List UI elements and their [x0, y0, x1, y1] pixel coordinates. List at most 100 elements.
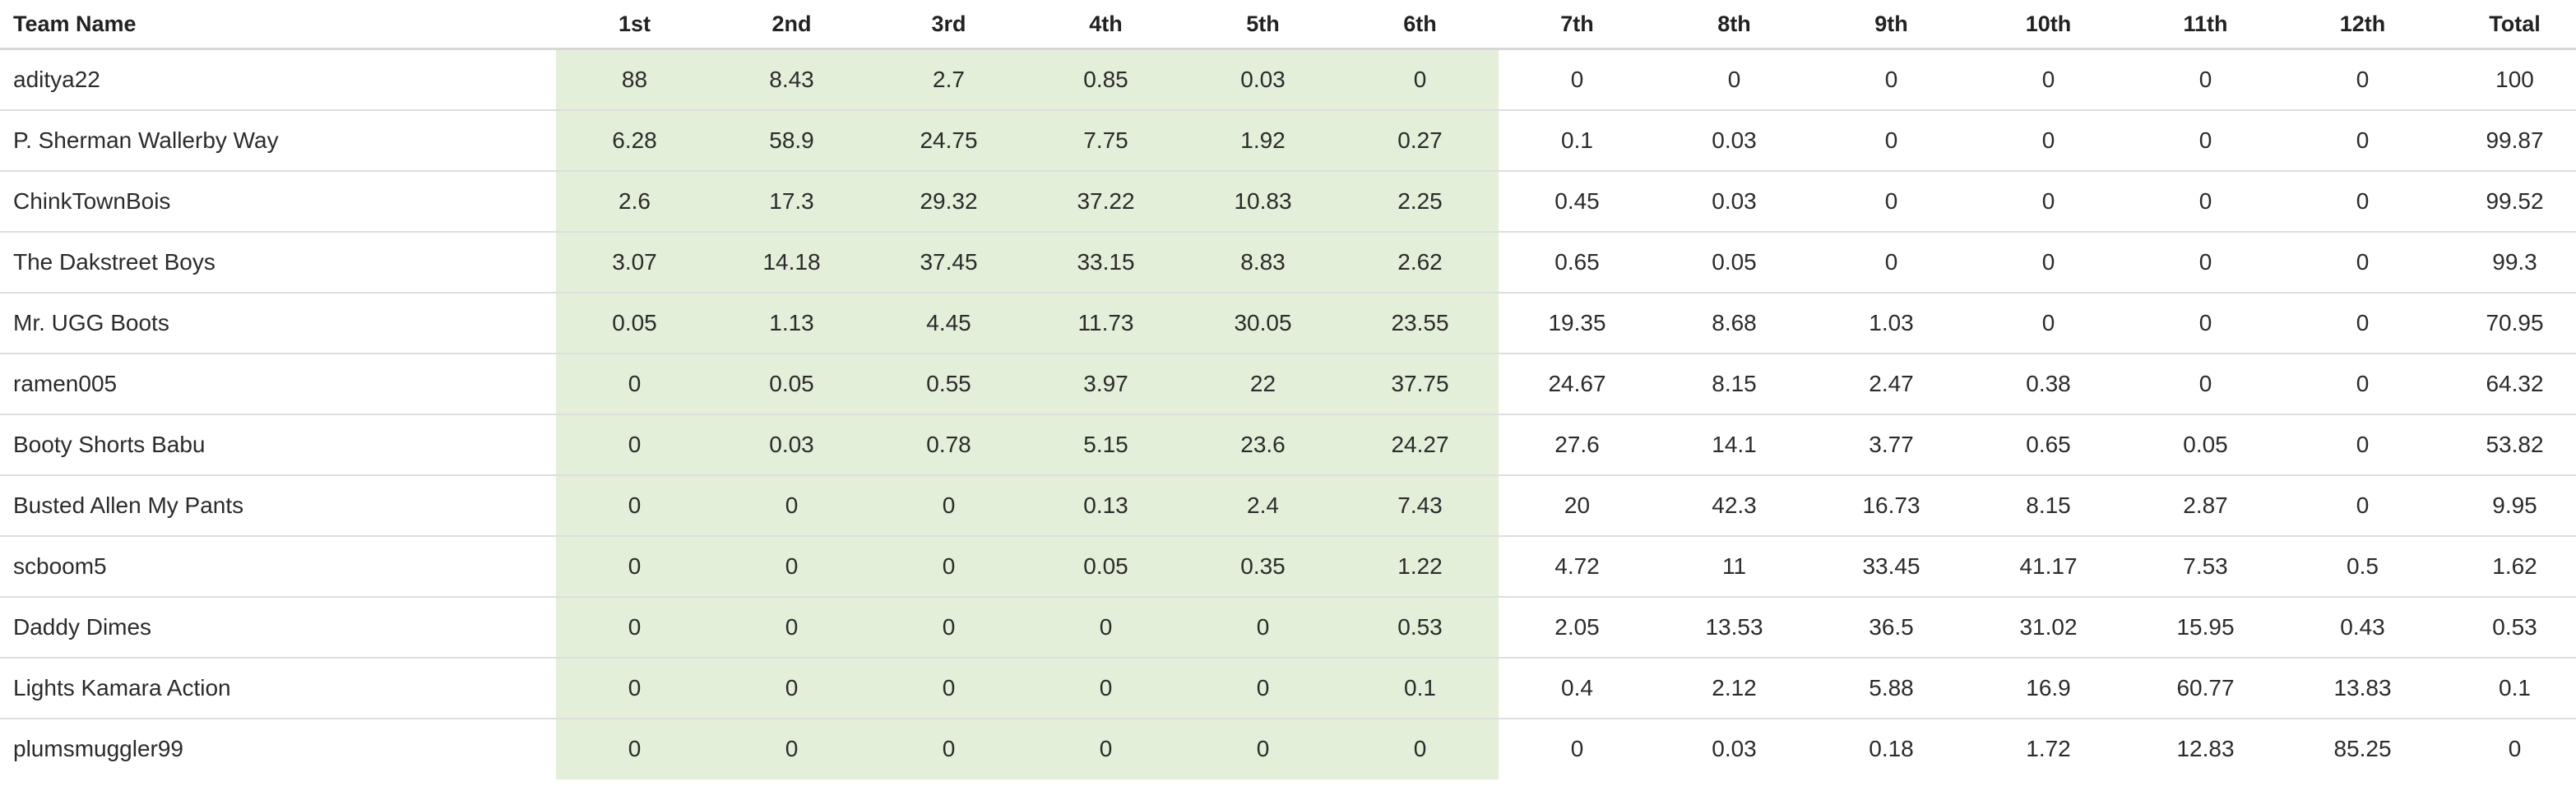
place-probability-cell: 0 [2284, 170, 2441, 233]
place-probability-cell: 0.55 [870, 353, 1027, 415]
place-probability-cell: 8.68 [1656, 292, 1813, 354]
place-probability-cell: 1.03 [1813, 292, 1970, 354]
table-row: P. Sherman Wallerby Way 6.28 58.9 24.75 7.75… [0, 109, 2576, 172]
place-probability-cell: 6.28 [556, 109, 713, 172]
place-probability-cell: 24.75 [870, 109, 1027, 172]
place-probability-cell: 0 [2284, 414, 2441, 476]
place-probability-cell: 0 [1184, 718, 1341, 779]
place-probability-cell: 0 [713, 657, 870, 719]
place-probability-cell: 37.22 [1027, 170, 1184, 233]
place-probability-cell: 0 [713, 596, 870, 659]
place-probability-cell: 0.65 [1499, 231, 1656, 294]
place-probability-cell: 0 [870, 535, 1027, 598]
place-probability-cell: 60.77 [2127, 657, 2284, 719]
place-probability-cell: 0 [2127, 231, 2284, 294]
column-header-2nd[interactable]: 2nd [713, 0, 870, 50]
place-probability-cell: 0 [713, 474, 870, 537]
place-probability-cell: 0 [1499, 49, 1656, 111]
place-probability-cell: 2.6 [556, 170, 713, 233]
place-probability-cell: 58.9 [713, 109, 870, 172]
place-probability-cell: 37.75 [1341, 353, 1499, 415]
total-cell: 0.53 [2441, 596, 2576, 659]
place-probability-cell: 0 [556, 353, 713, 415]
column-header-10th[interactable]: 10th [1970, 0, 2127, 50]
team-name-cell: Lights Kamara Action [0, 657, 556, 719]
place-probability-cell: 0 [1027, 718, 1184, 779]
place-probability-cell: 15.95 [2127, 596, 2284, 659]
place-probability-cell: 33.15 [1027, 231, 1184, 294]
table-row: aditya22 88 8.43 2.7 0.85 0.03 0 0 0 0 0 0 0 100 [0, 49, 2576, 111]
team-name-cell: Daddy Dimes [0, 596, 556, 659]
place-probability-cell: 0 [2127, 353, 2284, 415]
place-probability-cell: 2.47 [1813, 353, 1970, 415]
total-cell: 100 [2441, 49, 2576, 111]
place-probability-cell: 13.53 [1656, 596, 1813, 659]
place-probability-cell: 7.75 [1027, 109, 1184, 172]
column-header-1st[interactable]: 1st [556, 0, 713, 50]
column-header-total[interactable]: Total [2441, 0, 2576, 50]
place-probability-cell: 0.05 [2127, 414, 2284, 476]
place-probability-cell: 1.13 [713, 292, 870, 354]
column-header-7th[interactable]: 7th [1499, 0, 1656, 50]
place-probability-cell: 0 [1027, 596, 1184, 659]
place-probability-cell: 0 [870, 718, 1027, 779]
place-probability-cell: 0 [2284, 292, 2441, 354]
column-header-team-name[interactable]: Team Name [0, 0, 556, 50]
place-probability-cell: 0.05 [713, 353, 870, 415]
place-probability-cell: 19.35 [1499, 292, 1656, 354]
column-header-8th[interactable]: 8th [1656, 0, 1813, 50]
table-body: aditya22 88 8.43 2.7 0.85 0.03 0 0 0 0 0 0 0 100 P. Sh… [0, 49, 2576, 779]
column-header-6th[interactable]: 6th [1341, 0, 1499, 50]
place-probability-cell: 0 [556, 414, 713, 476]
place-probability-cell: 42.3 [1656, 474, 1813, 537]
column-header-5th[interactable]: 5th [1184, 0, 1341, 50]
place-probability-cell: 8.15 [1656, 353, 1813, 415]
place-probability-cell: 0 [713, 718, 870, 779]
table-row: Daddy Dimes 0 0 0 0 0 0.53 2.05 13.53 36.5 31.02 15… [0, 596, 2576, 659]
place-probability-cell: 0.85 [1027, 49, 1184, 111]
place-probability-cell: 3.97 [1027, 353, 1184, 415]
place-probability-cell: 23.6 [1184, 414, 1341, 476]
place-probability-cell: 0 [1656, 49, 1813, 111]
place-probability-cell: 0.5 [2284, 535, 2441, 598]
place-probability-cell: 13.83 [2284, 657, 2441, 719]
place-probability-cell: 2.7 [870, 49, 1027, 111]
total-cell: 99.87 [2441, 109, 2576, 172]
team-name-cell: Busted Allen My Pants [0, 474, 556, 537]
place-probability-cell: 5.15 [1027, 414, 1184, 476]
place-probability-cell: 0 [2127, 292, 2284, 354]
place-probability-cell: 0 [2284, 353, 2441, 415]
column-header-11th[interactable]: 11th [2127, 0, 2284, 50]
column-header-3rd[interactable]: 3rd [870, 0, 1027, 50]
place-probability-cell: 0 [1341, 718, 1499, 779]
place-probability-cell: 85.25 [2333, 736, 2392, 761]
column-header-4th[interactable]: 4th [1027, 0, 1184, 50]
place-probability-cell: 23.55 [1341, 292, 1499, 354]
place-probability-cell: 0.27 [1341, 109, 1499, 172]
place-probability-cell: 0 [713, 535, 870, 598]
place-probability-cell: 0 [1184, 596, 1341, 659]
place-probability-cell: 12.83 [2176, 736, 2235, 761]
place-probability-cell: 2.12 [1656, 657, 1813, 719]
place-probability-cell: 0 [1970, 231, 2127, 294]
total-cell: 64.32 [2441, 353, 2576, 415]
team-name-cell: aditya22 [0, 49, 556, 111]
place-probability-cell: 2.25 [1341, 170, 1499, 233]
total-cell: 53.82 [2441, 414, 2576, 476]
place-probability-cell: 0 [870, 474, 1027, 537]
place-probability-cell: 0 [1570, 736, 1584, 761]
place-probability-cell: 1.72 [2026, 736, 2071, 761]
place-probability-cell: 14.18 [713, 231, 870, 294]
place-probability-cell: 1.92 [1184, 109, 1341, 172]
place-probability-cell: 0.03 [1656, 170, 1813, 233]
place-probability-cell: 8.83 [1184, 231, 1341, 294]
place-probability-cell: 4.45 [870, 292, 1027, 354]
column-header-12th[interactable]: 12th [2284, 0, 2441, 50]
place-probability-cell: 0.03 [1184, 49, 1341, 111]
table-row: ChinkTownBois 2.6 17.3 29.32 37.22 10.83 2.25 0… [0, 170, 2576, 233]
column-header-9th[interactable]: 9th [1813, 0, 1970, 50]
table-row: Mr. UGG Boots 0.05 1.13 4.45 11.73 30.05 23.55… [0, 292, 2576, 354]
place-probability-cell: 0 [556, 657, 713, 719]
table-row: Lights Kamara Action 0 0 0 0 0 0.1 0.4 2.12 5.88 1… [0, 657, 2576, 719]
team-name-cell: Booty Shorts Babu [0, 414, 556, 476]
